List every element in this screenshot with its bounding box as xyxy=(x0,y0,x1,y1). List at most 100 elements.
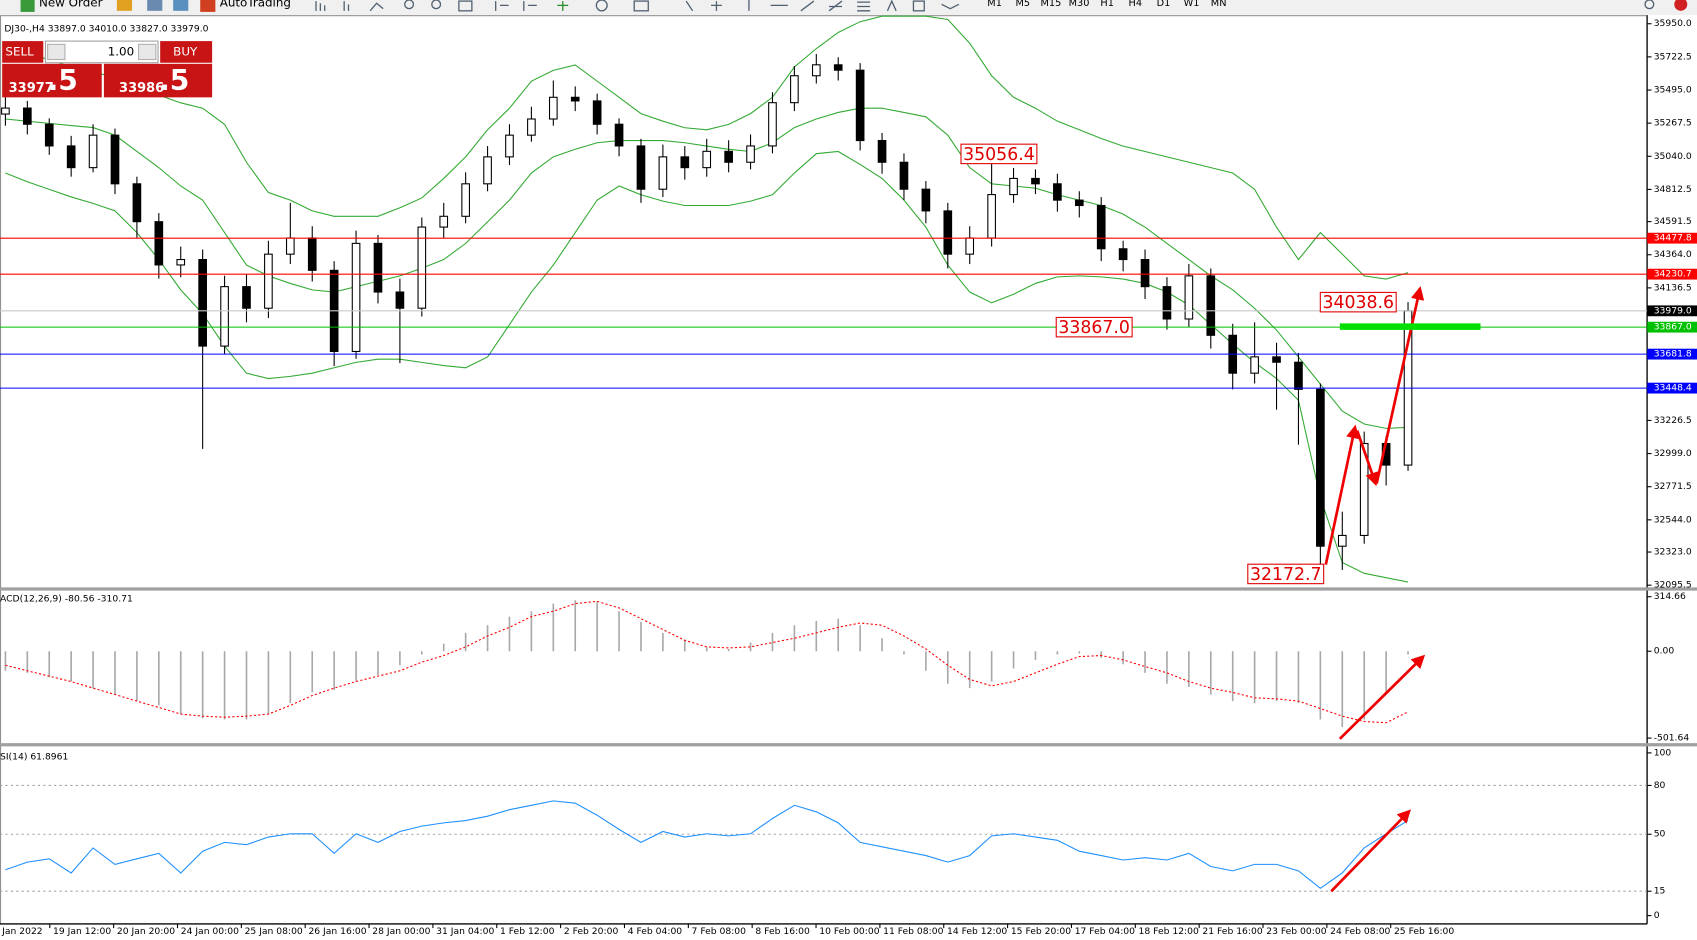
bid-box[interactable] xyxy=(2,63,102,98)
fibo-icon[interactable] xyxy=(857,1,871,12)
zoom-in-icon[interactable] xyxy=(404,0,415,10)
toolbar-icon[interactable] xyxy=(147,0,163,11)
x-tick-label: 28 Jan 00:00 xyxy=(372,926,430,937)
ask-main[interactable]: 33986 xyxy=(119,81,164,96)
volume-value[interactable]: 1.00 xyxy=(108,44,134,58)
sell-label[interactable]: SELL xyxy=(5,44,34,58)
buy-button[interactable] xyxy=(160,41,213,63)
cursor-icon[interactable] xyxy=(685,0,694,12)
y-tick-label: 34136.5 xyxy=(1654,282,1692,293)
candle-body xyxy=(548,96,558,120)
rsi-line xyxy=(5,800,1409,889)
x-tick-label: 2 Feb 20:00 xyxy=(564,926,619,937)
candle-body xyxy=(987,194,996,239)
bar-chart-icon[interactable] xyxy=(315,1,326,11)
trendline-icon[interactable] xyxy=(800,0,815,12)
search-icon[interactable] xyxy=(1644,0,1655,10)
y-tick-label: 15 xyxy=(1654,886,1666,897)
candle-icon[interactable] xyxy=(343,1,350,11)
bollinger-band xyxy=(5,15,1409,280)
alert-icon[interactable] xyxy=(1674,0,1688,11)
candle-body xyxy=(264,253,273,309)
candle-body xyxy=(1118,248,1128,261)
channel-icon[interactable] xyxy=(828,0,843,12)
tile-icon[interactable] xyxy=(458,0,473,12)
sell-button[interactable] xyxy=(2,41,44,63)
label-icon[interactable] xyxy=(912,0,925,12)
new-order-button[interactable]: New Order xyxy=(39,0,103,10)
candle-body xyxy=(505,134,514,158)
ask-box[interactable] xyxy=(103,63,213,98)
candle-body xyxy=(746,145,755,163)
candle-body xyxy=(1140,259,1150,288)
y-tick-label: 34591.5 xyxy=(1654,216,1692,227)
y-tick-label: 80 xyxy=(1654,780,1666,791)
candle-body xyxy=(1,107,10,115)
bid-main[interactable]: 33977 xyxy=(9,81,54,96)
candle-body xyxy=(88,134,98,169)
candle-body xyxy=(1294,361,1303,390)
timeframe-button[interactable]: H4 xyxy=(1129,0,1143,9)
x-tick-label: 24 Feb 08:00 xyxy=(1330,926,1390,937)
annotation-arrows xyxy=(1324,286,1426,893)
price-level-label: 33681.8 xyxy=(1654,349,1692,360)
x-tick-label: 10 Feb 00:00 xyxy=(819,926,879,937)
volume-down[interactable] xyxy=(47,43,66,61)
price-annotation-box xyxy=(1247,563,1325,585)
trade-panel: SELL 1.00 BUY 33977 .5 33986 .5 xyxy=(2,40,213,98)
y-tick-label: 35040.0 xyxy=(1654,151,1692,162)
candle-body xyxy=(833,64,843,71)
buy-label[interactable]: BUY xyxy=(173,44,198,58)
price-level-label: 33867.0 xyxy=(1654,322,1692,333)
price-annotation: 32172.7 xyxy=(1250,565,1322,585)
timeframe-button[interactable]: M30 xyxy=(1069,0,1090,9)
timeframe-button[interactable]: M1 xyxy=(987,0,1002,9)
toolbar-icon[interactable] xyxy=(116,0,133,11)
x-tick-label: 24 Jan 00:00 xyxy=(181,926,239,937)
frame xyxy=(0,15,1697,925)
shift-icon[interactable] xyxy=(523,1,537,11)
indicators-icon[interactable] xyxy=(557,1,569,11)
ask-small[interactable]: .5 xyxy=(159,64,189,97)
price-level-box xyxy=(1647,321,1697,333)
y-tick-label: 50 xyxy=(1654,829,1666,840)
candle-body xyxy=(154,221,164,266)
timeframe-button[interactable]: W1 xyxy=(1184,0,1200,9)
line-icon[interactable] xyxy=(369,2,384,12)
template-icon[interactable] xyxy=(633,0,649,12)
period-icon[interactable] xyxy=(595,0,608,12)
timeframe-button[interactable]: H1 xyxy=(1100,0,1114,9)
autotrading-icon[interactable] xyxy=(200,0,216,12)
candle-body xyxy=(242,286,251,309)
candle-body xyxy=(220,286,229,347)
volume-up[interactable] xyxy=(137,43,157,61)
timeframe-button[interactable]: M5 xyxy=(1015,0,1030,9)
x-tick-label: 15 Feb 20:00 xyxy=(1011,926,1071,937)
toolbar-icon[interactable] xyxy=(173,0,189,11)
autotrading-button[interactable]: AutoTrading xyxy=(220,0,291,10)
bid-small[interactable]: .5 xyxy=(48,64,78,97)
text-icon[interactable] xyxy=(886,0,897,12)
arrows-icon[interactable] xyxy=(941,3,960,10)
timeframe-button[interactable]: D1 xyxy=(1157,0,1171,9)
y-tick-label: 32095.5 xyxy=(1654,580,1692,591)
timeframe-button[interactable]: MN xyxy=(1211,0,1227,9)
candle-body xyxy=(1096,204,1106,250)
y-tick-label: 34364.0 xyxy=(1654,249,1692,260)
candle-body xyxy=(811,64,821,77)
zoom-out-icon[interactable] xyxy=(431,0,442,10)
candle-body xyxy=(636,145,646,190)
arrow xyxy=(1330,809,1412,893)
candle-body xyxy=(461,183,470,217)
crosshair-icon[interactable] xyxy=(711,1,722,11)
timeframe-button[interactable]: M15 xyxy=(1040,0,1061,9)
arrow xyxy=(1324,424,1360,565)
y-tick-label: 0.00 xyxy=(1654,646,1675,657)
volume-box[interactable] xyxy=(44,40,159,64)
new-order-icon[interactable] xyxy=(20,0,35,12)
candle-body xyxy=(1359,442,1369,536)
scroll-icon[interactable] xyxy=(495,1,509,11)
y-tick-label: 100 xyxy=(1654,747,1672,758)
candle-body xyxy=(877,140,887,163)
